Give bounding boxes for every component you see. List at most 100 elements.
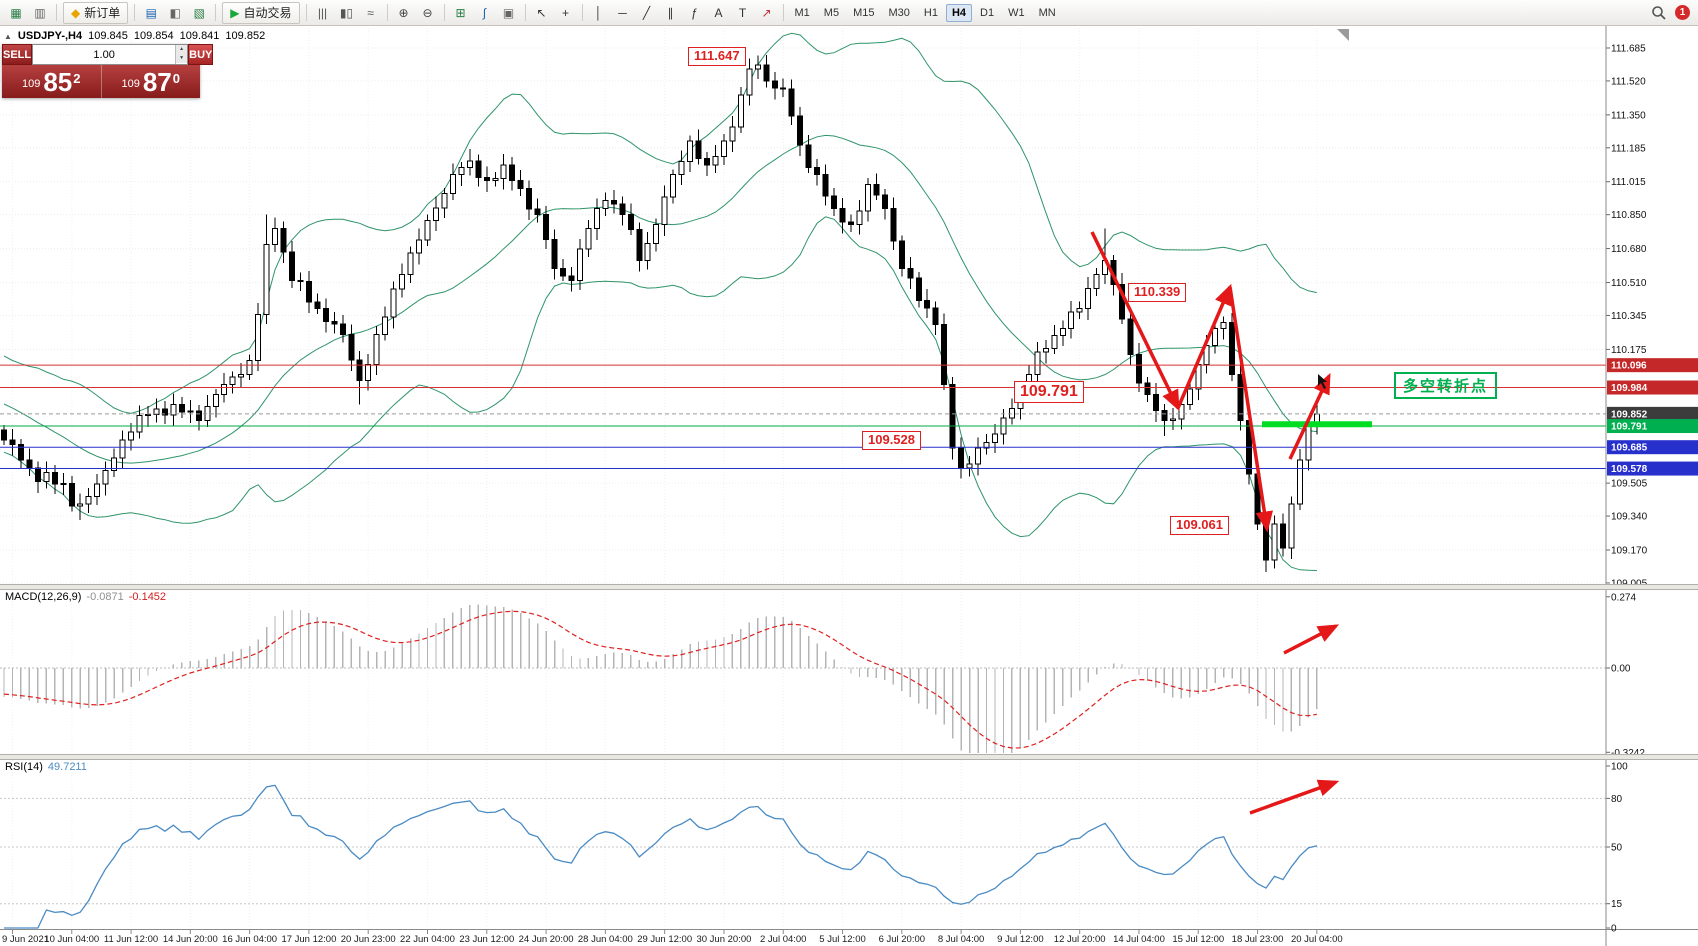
panel-splitter-rsi[interactable]: [0, 754, 1698, 760]
sell-price-pips: 85: [43, 67, 73, 97]
rect: [308, 613, 310, 668]
rect: [161, 408, 168, 416]
line-chart-icon[interactable]: ≈: [360, 2, 382, 24]
zoom-out-icon[interactable]: ⊖: [417, 2, 439, 24]
rsi-axis-label: 15: [1611, 899, 1623, 910]
rsi-axis-label: 100: [1611, 762, 1628, 773]
spinner-up-icon[interactable]: ▲: [176, 45, 188, 54]
volume-spinner[interactable]: ▲ ▼: [175, 45, 188, 64]
spinner-down-icon[interactable]: ▼: [176, 54, 188, 63]
navigator-icon[interactable]: ▧: [188, 2, 210, 24]
time-axis-strip[interactable]: [0, 929, 1698, 946]
label-icon[interactable]: T: [732, 2, 754, 24]
timeframe-w1[interactable]: W1: [1008, 6, 1025, 19]
rect: [1265, 668, 1267, 720]
autotrading-button[interactable]: ▶ 自动交易: [222, 1, 300, 24]
text-icon[interactable]: A: [708, 2, 730, 24]
arrows-icon[interactable]: ↗: [756, 2, 778, 24]
one-click-collapse-icon[interactable]: ▲: [4, 31, 12, 41]
symbol-title: USDJPY-,H4: [17, 30, 83, 42]
volume-input[interactable]: [33, 45, 176, 64]
rect: [1076, 307, 1083, 313]
rect: [441, 193, 448, 209]
data-window-icon[interactable]: ◧: [164, 2, 186, 24]
rect: [740, 629, 742, 668]
sell-price[interactable]: 109 85 2: [2, 65, 101, 98]
vertical-line-icon[interactable]: │: [588, 2, 610, 24]
bars-chart-icon[interactable]: |||: [312, 2, 334, 24]
line-chart-icon-glyph: ≈: [367, 5, 374, 20]
horizontal-line-icon[interactable]: ─: [612, 2, 634, 24]
time-label: 23 Jun 12:00: [459, 934, 514, 945]
toolbar-separator: [56, 4, 57, 21]
channel-icon[interactable]: ∥: [660, 2, 682, 24]
search-icon[interactable]: [1651, 5, 1667, 21]
rect: [1271, 523, 1278, 561]
new-order-button[interactable]: ◆ 新订单: [63, 1, 129, 24]
time-label: 8 Jul 04:00: [938, 934, 984, 945]
timeframe-mn[interactable]: MN: [1038, 6, 1056, 19]
rect: [147, 668, 149, 676]
price-level-box-value: 110.096: [1611, 361, 1647, 372]
macd-panel-layer[interactable]: [0, 604, 1606, 753]
timeframe-m5[interactable]: M5: [823, 6, 840, 19]
rect: [553, 640, 556, 668]
price-level-box: [1607, 406, 1698, 421]
timeframe-m1[interactable]: M1: [794, 6, 810, 19]
crosshair-icon[interactable]: +: [555, 2, 577, 24]
fibonacci-icon[interactable]: ƒ: [684, 2, 706, 24]
rect: [212, 394, 219, 407]
rect: [246, 359, 253, 376]
timeframe-m30[interactable]: M30: [888, 6, 910, 19]
time-label: 18 Jul 23:00: [1232, 934, 1284, 945]
profiles-icon[interactable]: ▥: [29, 2, 51, 24]
timeframe-m15[interactable]: M15: [853, 6, 875, 19]
rect: [1129, 668, 1132, 669]
new-order-button-label: 新订单: [84, 6, 121, 20]
rect: [1093, 274, 1100, 289]
rect: [1070, 668, 1072, 698]
timeframe-d1[interactable]: D1: [980, 6, 995, 19]
buy-price[interactable]: 109 87 0: [100, 65, 201, 98]
rect: [79, 668, 81, 709]
rect: [119, 439, 126, 459]
timeframe-h4[interactable]: H4: [945, 3, 972, 22]
indicators-icon[interactable]: ∫: [474, 2, 496, 24]
rect: [189, 660, 192, 668]
tile-windows-icon[interactable]: ⊞: [450, 2, 472, 24]
buy-button[interactable]: BUY: [188, 44, 214, 65]
rect: [426, 628, 429, 668]
price-axis[interactable]: 110.096 109.984 109.852 109.791 109.685 109.5…: [1606, 44, 1698, 935]
rect: [1222, 668, 1225, 678]
rect: [88, 668, 90, 709]
rect: [503, 606, 505, 668]
cursor-icon[interactable]: ↖: [531, 2, 553, 24]
panel-splitter-macd[interactable]: [0, 584, 1698, 590]
main-chart-layer[interactable]: [0, 29, 1606, 572]
trend-arrow: [1090, 231, 1180, 412]
timeframe-h1[interactable]: H1: [923, 6, 938, 19]
new-chart-icon[interactable]: ▦: [5, 2, 27, 24]
rect: [850, 668, 852, 674]
indicators-icon-glyph: ∫: [482, 5, 487, 20]
rect: [138, 668, 141, 681]
rect: [102, 470, 109, 485]
zoom-in-icon[interactable]: ⊕: [393, 2, 415, 24]
rect: [680, 649, 683, 668]
trendline-icon[interactable]: ╱: [636, 2, 658, 24]
toolbar: ▦ ▥ ◆ 新订单 ▤ ◧ ▧ ▶ 自动交易 ||| ▮▯ ≈ ⊕ ⊖ ⊞ ∫ ▣ ↖ + │ ─ ╱ ∥ ƒ A T ↗ M1 M5 M…: [0, 0, 1698, 26]
time-label: 16 Jun 04:00: [222, 934, 277, 945]
time-label: 14 Jul 04:00: [1113, 934, 1165, 945]
templates-icon[interactable]: ▣: [498, 2, 520, 24]
rect: [1296, 459, 1303, 505]
sell-button[interactable]: SELL: [2, 44, 33, 65]
notifications-badge[interactable]: 1: [1675, 5, 1690, 20]
rsi-panel-layer[interactable]: [0, 779, 1606, 929]
rect: [943, 668, 945, 725]
candles-chart-icon[interactable]: ▮▯: [336, 2, 358, 24]
rect: [774, 616, 776, 668]
market-watch-icon[interactable]: ▤: [140, 2, 162, 24]
trendline-icon-glyph: ╱: [642, 5, 651, 20]
